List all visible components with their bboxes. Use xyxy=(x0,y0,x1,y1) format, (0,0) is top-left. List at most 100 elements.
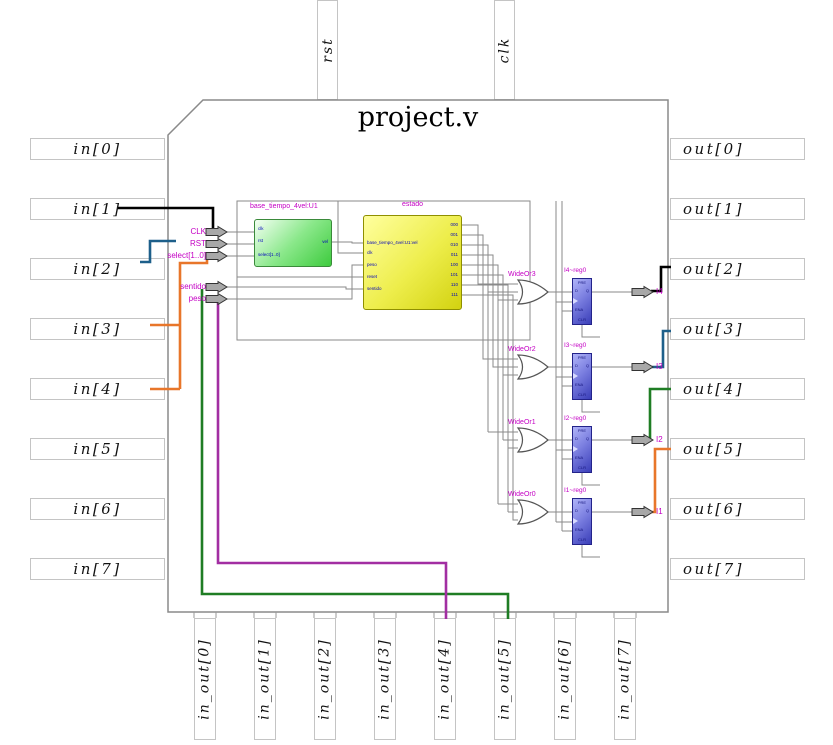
port-inout-5[interactable]: in_out[5] xyxy=(494,618,516,740)
port-in-1-label: in[1] xyxy=(73,200,122,218)
pin-i1-icon[interactable] xyxy=(631,505,654,519)
port-out-1[interactable]: out[1] xyxy=(670,198,805,220)
net-label-i2: I2 xyxy=(656,435,663,444)
register-i1[interactable]: PRE D Q ENA CLR xyxy=(572,498,592,545)
reg-pin-pre: PRE xyxy=(577,355,587,360)
port-out-7[interactable]: out[7] xyxy=(670,558,805,580)
pin-i4-icon[interactable] xyxy=(631,285,654,299)
register-i4[interactable]: PRE D Q ENA CLR xyxy=(572,278,592,325)
net-label-select: select[1..0] xyxy=(167,251,206,260)
block-base-tiempo-title: base_tiempo_4vel:U1 xyxy=(250,203,318,210)
port-out-2[interactable]: out[2] xyxy=(670,258,805,280)
register-i1-title: I1~reg0 xyxy=(564,487,587,494)
estado-output-6: 110 xyxy=(450,282,458,287)
base-input-clk: clk xyxy=(258,226,264,231)
port-in-0-label: in[0] xyxy=(73,140,122,158)
or-gate-wideor0-icon[interactable] xyxy=(516,499,549,525)
port-in-2[interactable]: in[2] xyxy=(30,258,165,280)
or-gate-wideor1-icon[interactable] xyxy=(516,427,549,453)
register-i4-title: I4~reg0 xyxy=(564,267,587,274)
wire-i4-out2-black xyxy=(651,265,671,293)
estado-output-7: 111 xyxy=(451,292,458,297)
wire-in1-clk-black xyxy=(118,206,215,229)
clock-triangle-icon xyxy=(573,373,578,379)
port-in-6-label: in[6] xyxy=(73,500,122,518)
port-inout-6[interactable]: in_out[6] xyxy=(554,618,576,740)
pin-sentido-icon[interactable] xyxy=(205,280,228,294)
port-out-3[interactable]: out[3] xyxy=(670,318,805,340)
estado-input-reset: reset xyxy=(367,274,378,279)
register-i2[interactable]: PRE D Q ENA CLR xyxy=(572,426,592,473)
estado-output-3: 011 xyxy=(450,252,458,257)
pin-select-icon[interactable] xyxy=(205,249,228,263)
wideor1-label: WideOr1 xyxy=(508,419,536,426)
pin-clk-icon[interactable] xyxy=(205,225,228,239)
estado-output-5: 101 xyxy=(450,272,458,277)
port-inout-0[interactable]: in_out[0] xyxy=(194,618,216,740)
estado-input-vel: base_tiempo_4vel:U1:vel xyxy=(367,240,418,245)
port-in-0[interactable]: in[0] xyxy=(30,138,165,160)
reg-pin-q: Q xyxy=(585,508,589,513)
register-i2-title: I2~reg0 xyxy=(564,415,587,422)
gray-nets xyxy=(227,200,632,558)
net-label-rst: RST xyxy=(190,239,206,248)
pin-i2-icon[interactable] xyxy=(631,433,654,447)
port-out-4[interactable]: out[4] xyxy=(670,378,805,400)
port-out-7-label: out[7] xyxy=(683,560,744,578)
reg-pin-clr: CLR xyxy=(577,537,586,542)
port-in-4[interactable]: in[4] xyxy=(30,378,165,400)
port-out-0-label: out[0] xyxy=(683,140,744,158)
block-estado-title: estado xyxy=(401,201,424,208)
reg-pin-ena: ENA xyxy=(575,455,584,460)
port-out-4-label: out[4] xyxy=(683,380,744,398)
estado-output-2: 010 xyxy=(450,242,458,247)
net-label-i4: I4 xyxy=(656,287,663,296)
estado-input-peso: peso xyxy=(367,262,377,267)
base-output-vel: vel xyxy=(322,239,328,244)
register-i3[interactable]: PRE D Q ENA CLR xyxy=(572,353,592,400)
reg-pin-q: Q xyxy=(585,436,589,441)
or-gate-wideor2-icon[interactable] xyxy=(516,354,549,380)
net-label-sentido: sentido xyxy=(180,282,206,291)
module-title: project.v xyxy=(357,102,479,133)
pin-i3-icon[interactable] xyxy=(631,360,654,374)
reg-pin-ena: ENA xyxy=(575,527,584,532)
net-label-clk: CLK xyxy=(190,227,206,236)
reg-pin-q: Q xyxy=(585,363,589,368)
port-out-0[interactable]: out[0] xyxy=(670,138,805,160)
clock-triangle-icon xyxy=(573,518,578,524)
block-base-tiempo[interactable] xyxy=(254,219,332,267)
port-out-3-label: out[3] xyxy=(683,320,744,338)
reg-pin-ena: ENA xyxy=(575,382,584,387)
port-out-6-label: out[6] xyxy=(683,500,744,518)
estado-input-clk: clk xyxy=(367,250,373,255)
port-in-1[interactable]: in[1] xyxy=(30,198,165,220)
estado-input-sentido: sentido xyxy=(367,286,382,291)
port-in-5-label: in[5] xyxy=(73,440,122,458)
port-inout-7[interactable]: in_out[7] xyxy=(614,618,636,740)
port-inout-1[interactable]: in_out[1] xyxy=(254,618,276,740)
port-in-3[interactable]: in[3] xyxy=(30,318,165,340)
port-inout-2[interactable]: in_out[2] xyxy=(314,618,336,740)
port-in-6[interactable]: in[6] xyxy=(30,498,165,520)
reg-pin-d: D xyxy=(575,288,578,293)
wideor2-label: WideOr2 xyxy=(508,346,536,353)
net-label-i3: I3 xyxy=(656,362,663,371)
port-out-5[interactable]: out[5] xyxy=(670,438,805,460)
bottom-port-ticks xyxy=(193,612,637,618)
port-out-1-label: out[1] xyxy=(683,200,744,218)
reg-pin-pre: PRE xyxy=(577,428,587,433)
port-out-5-label: out[5] xyxy=(683,440,744,458)
estado-output-0: 000 xyxy=(450,222,458,227)
or-gate-wideor3-icon[interactable] xyxy=(516,279,549,305)
port-in-5[interactable]: in[5] xyxy=(30,438,165,460)
block-estado[interactable] xyxy=(363,215,462,310)
reg-pin-clr: CLR xyxy=(577,317,586,322)
net-label-peso: peso xyxy=(188,294,206,303)
pin-peso-icon[interactable] xyxy=(205,292,228,306)
pin-rst-icon[interactable] xyxy=(205,237,228,251)
port-inout-3[interactable]: in_out[3] xyxy=(374,618,396,740)
port-in-7[interactable]: in[7] xyxy=(30,558,165,580)
port-out-6[interactable]: out[6] xyxy=(670,498,805,520)
